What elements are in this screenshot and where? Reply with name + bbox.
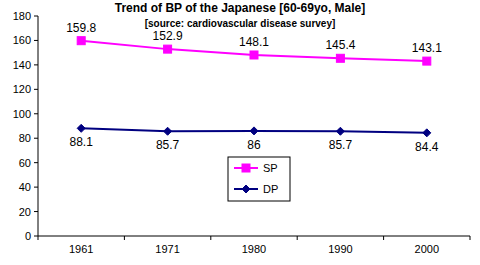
chart-title: Trend of BP of the Japanese [60-69yo, Ma… [115, 1, 366, 15]
marker-diamond [336, 127, 344, 135]
data-label: 159.8 [66, 21, 96, 35]
x-tick-label: 2000 [415, 243, 439, 255]
y-tick-label: 60 [19, 157, 31, 169]
y-tick-label: 140 [13, 59, 31, 71]
y-tick [34, 187, 38, 188]
x-tick [124, 236, 125, 240]
x-tick [297, 236, 298, 240]
chart-subtitle: [source: cardiovascular disease survey] [145, 18, 336, 29]
marker-square [164, 45, 172, 53]
data-label: 152.9 [153, 29, 183, 43]
y-tick-label: 0 [25, 230, 31, 242]
y-tick-label: 180 [13, 10, 31, 22]
y-tick-label: 100 [13, 108, 31, 120]
x-tick-label: 1971 [155, 243, 179, 255]
chart-svg: Trend of BP of the Japanese [60-69yo, Ma… [0, 0, 480, 265]
y-tick [34, 40, 38, 41]
marker-diamond [250, 127, 258, 135]
y-tick [34, 16, 38, 17]
marker-diamond [423, 129, 431, 137]
y-tick [34, 236, 38, 237]
data-label: 88.1 [70, 135, 94, 149]
marker-diamond [77, 124, 85, 132]
y-tick [34, 113, 38, 114]
x-tick [210, 236, 211, 240]
legend-box [228, 157, 290, 201]
x-tick [38, 236, 39, 240]
y-tick-label: 120 [13, 83, 31, 95]
y-tick [34, 162, 38, 163]
y-tick-label: 80 [19, 132, 31, 144]
y-tick [34, 64, 38, 65]
x-tick [383, 236, 384, 240]
y-tick-label: 160 [13, 34, 31, 46]
legend-label: SP [263, 162, 278, 174]
data-label: 86 [247, 138, 261, 152]
y-tick [34, 138, 38, 139]
y-axis [38, 16, 39, 236]
plot-area [77, 37, 431, 137]
data-labels: 159.8 152.9 148.1 145.4 143.1 88.1 85.7 86 85.7 8… [66, 21, 442, 154]
x-tick-label: 1990 [328, 243, 352, 255]
marker-square [77, 37, 85, 45]
x-tick-label: 1980 [242, 243, 266, 255]
x-tick [470, 236, 471, 240]
chart-container: Trend of BP of the Japanese [60-69yo, Ma… [0, 0, 480, 265]
legend-marker [242, 164, 250, 172]
legend-label: DP [263, 183, 278, 195]
marker-square [423, 57, 431, 65]
y-tick-label: 20 [19, 206, 31, 218]
marker-square [250, 51, 258, 59]
data-label: 143.1 [412, 41, 442, 55]
x-tick-label: 1961 [69, 243, 93, 255]
legend-marker [242, 185, 250, 193]
marker-square [336, 54, 344, 62]
y-tick [34, 211, 38, 212]
marker-diamond [164, 127, 172, 135]
data-label: 148.1 [239, 35, 269, 49]
y-tick-label: 40 [19, 181, 31, 193]
y-tick [34, 89, 38, 90]
x-axis [38, 236, 470, 237]
data-label: 85.7 [329, 138, 353, 152]
data-label: 85.7 [156, 138, 180, 152]
data-label: 145.4 [325, 38, 355, 52]
legend: SP DP [228, 157, 290, 201]
data-label: 84.4 [415, 140, 439, 154]
